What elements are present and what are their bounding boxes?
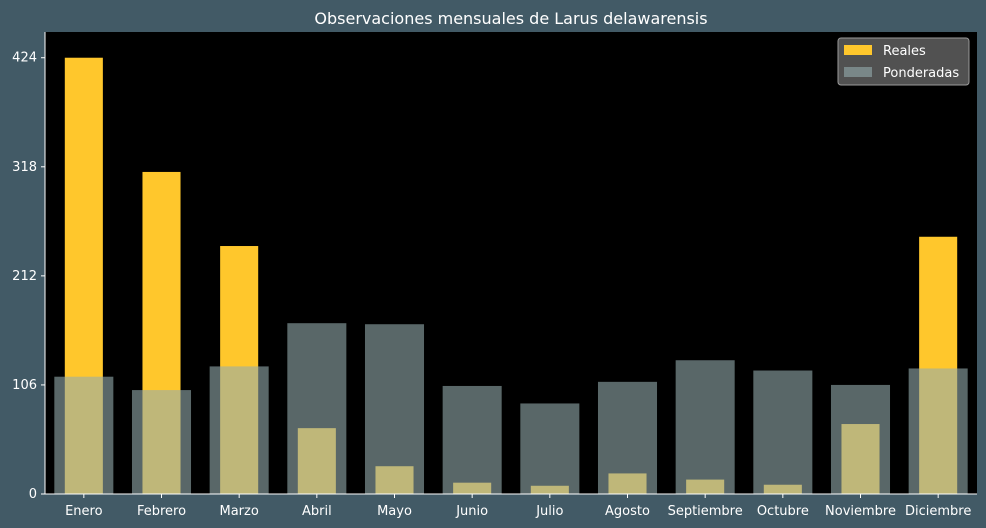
x-tick-label: Febrero xyxy=(137,504,186,519)
bar-ponderadas-enero xyxy=(54,376,114,494)
bar-ponderadas-octubre xyxy=(753,370,813,494)
bar-ponderadas-julio xyxy=(520,403,580,494)
bar-ponderadas-abril xyxy=(287,323,347,494)
bar-ponderadas-noviembre xyxy=(830,384,891,494)
legend-swatch-ponderadas xyxy=(844,67,872,77)
axes-layer: 0 106 212 318 424 Enero Febrero Marzo Abril Mayo J… xyxy=(12,32,977,519)
x-tick-label: Diciembre xyxy=(905,504,971,519)
x-tick-label: Septiembre xyxy=(668,504,743,519)
legend-swatch-reales xyxy=(844,45,872,55)
bar-ponderadas-septiembre xyxy=(675,360,735,494)
y-tick-label: 424 xyxy=(12,51,37,66)
x-tick-label: Octubre xyxy=(757,504,809,519)
legend-label-reales: Reales xyxy=(883,44,926,59)
y-tick-label: 106 xyxy=(12,378,37,393)
legend: Reales Ponderadas xyxy=(837,37,970,86)
bar-ponderadas-agosto xyxy=(597,381,658,494)
y-tick-label: 212 xyxy=(12,269,37,284)
x-tick-label: Marzo xyxy=(220,504,259,519)
x-tick-label: Agosto xyxy=(605,504,650,519)
x-tick-label: Mayo xyxy=(377,504,412,519)
bar-ponderadas-mayo xyxy=(364,324,425,494)
bar-ponderadas-febrero xyxy=(131,390,192,494)
bar-ponderadas-marzo xyxy=(209,366,269,494)
x-tick-label: Abril xyxy=(302,504,332,519)
chart-title: Observaciones mensuales de Larus delawar… xyxy=(314,9,707,28)
y-tick-label: 0 xyxy=(29,487,37,502)
bars-layer xyxy=(54,57,968,495)
x-tick-label: Julio xyxy=(535,504,563,519)
x-tick-label: Enero xyxy=(65,504,103,519)
x-tick-label: Junio xyxy=(455,504,488,519)
x-tick-label: Noviembre xyxy=(825,504,896,519)
y-tick-label: 318 xyxy=(12,160,37,175)
bar-ponderadas-junio xyxy=(442,385,502,494)
bar-ponderadas-diciembre xyxy=(908,368,968,494)
legend-label-ponderadas: Ponderadas xyxy=(883,66,959,81)
plot-area xyxy=(45,32,977,494)
